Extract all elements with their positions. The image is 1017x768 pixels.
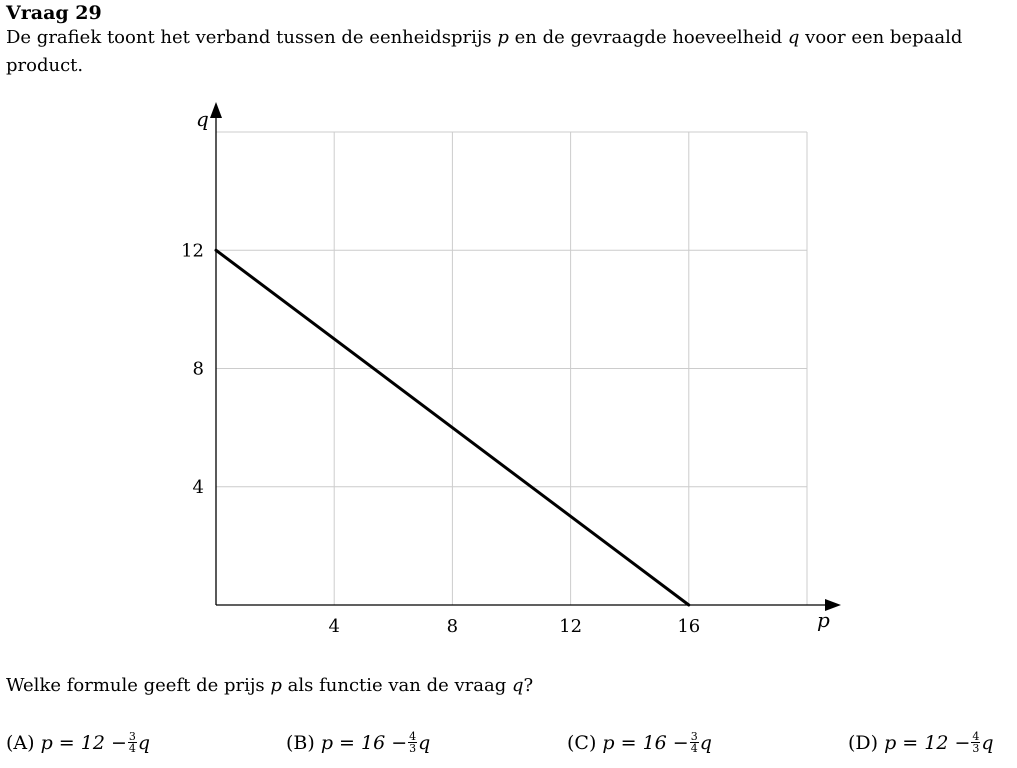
y-tick-label: 12 [181, 240, 204, 261]
x-axis-arrow [825, 599, 841, 611]
option-a[interactable]: (A) p = 12 −3 4 q [6, 729, 151, 755]
var-p: p [497, 27, 509, 48]
option-b[interactable]: (B) p = 16 −4 3 q [286, 729, 431, 755]
y-axis-arrow [210, 102, 222, 118]
y-tick-label: 8 [193, 359, 204, 380]
question-intro: De grafiek toont het verband tussen de e… [6, 27, 963, 76]
x-axis-label: p [817, 608, 830, 632]
demand-line [214, 248, 691, 607]
option-c[interactable]: (C) p = 16 −3 4 q [567, 729, 712, 755]
option-d[interactable]: (D) p = 12 −4 3 q [848, 729, 994, 755]
question-prompt: Welke formule geeft de prijs p als funct… [6, 675, 534, 696]
x-tick-label: 4 [328, 616, 339, 637]
x-tick-label: 8 [447, 616, 458, 637]
var-q: q [787, 27, 800, 48]
question-title: Vraag 29 [6, 2, 102, 24]
y-axis-label: q [196, 107, 209, 131]
x-tick-label: 16 [677, 616, 700, 637]
x-tick-label: 12 [559, 616, 582, 637]
y-tick-label: 4 [193, 477, 204, 498]
